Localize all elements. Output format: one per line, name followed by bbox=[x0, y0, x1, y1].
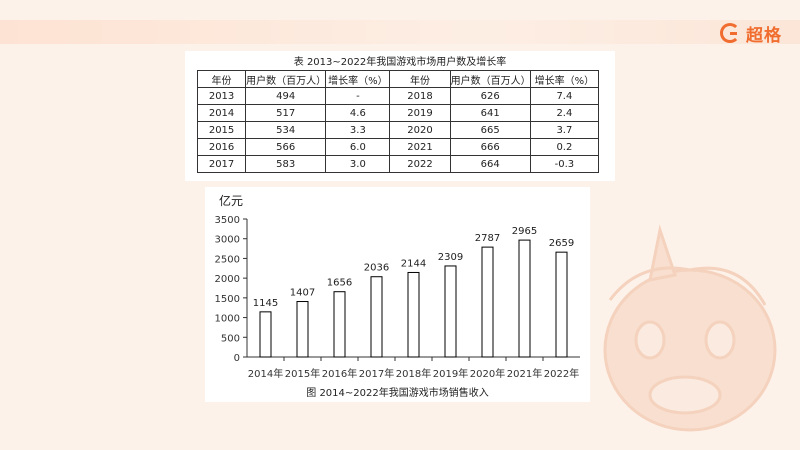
table-cell: 2019 bbox=[389, 104, 451, 122]
mascot-watermark-icon bbox=[603, 224, 777, 432]
table-row: 2017 583 3.0 2022 664 -0.3 bbox=[196, 155, 600, 173]
x-tick-label: 2019年 bbox=[433, 367, 468, 380]
table-cell: 583 bbox=[245, 155, 327, 173]
bar bbox=[555, 251, 568, 358]
data-label: 1145 bbox=[253, 298, 278, 309]
chart-title: 图 2014~2022年我国游戏市场销售收入 bbox=[306, 386, 488, 399]
y-tick-label: 500 bbox=[221, 333, 240, 344]
bar bbox=[481, 246, 494, 358]
x-tick-label: 2016年 bbox=[322, 367, 357, 380]
table-cell: 2014 bbox=[196, 104, 247, 122]
data-label: 1407 bbox=[290, 288, 315, 299]
y-tick-label: 1000 bbox=[215, 314, 240, 325]
table-cell: 641 bbox=[449, 104, 531, 122]
x-tick-label: 2021年 bbox=[507, 367, 542, 380]
data-label: 1656 bbox=[327, 278, 352, 289]
table-cell: 7.4 bbox=[529, 87, 600, 105]
y-tick-label: 2000 bbox=[215, 274, 240, 285]
table-cell: 664 bbox=[449, 155, 531, 173]
bar bbox=[333, 291, 346, 358]
header-band bbox=[0, 20, 800, 44]
table-cell: 517 bbox=[245, 104, 327, 122]
table-cell: 666 bbox=[449, 138, 531, 156]
table-cell: 2018 bbox=[389, 87, 451, 105]
table-cell: 494 bbox=[245, 87, 327, 105]
table-cell: 626 bbox=[449, 87, 531, 105]
x-tick-label: 2014年 bbox=[248, 367, 283, 380]
data-label: 2787 bbox=[475, 233, 500, 244]
table-cell: 566 bbox=[245, 138, 327, 156]
y-tick-label: 3500 bbox=[215, 215, 240, 226]
table-cell: 2020 bbox=[389, 121, 451, 139]
y-axis-label: 亿元 bbox=[219, 193, 243, 208]
brand-name: 超格 bbox=[746, 25, 782, 46]
table-cell: 2013 bbox=[196, 87, 247, 105]
data-label: 2965 bbox=[512, 226, 537, 237]
header-cell: 用户数（百万人） bbox=[245, 70, 327, 88]
bar bbox=[296, 301, 309, 358]
header-cell: 增长率（%） bbox=[529, 70, 600, 88]
header-cell: 增长率（%） bbox=[325, 70, 391, 88]
revenue-chart-card: 亿元 0 500 1000 1500 2000 2500 3000 3500 1145 2014年 1… bbox=[205, 187, 590, 402]
revenue-bar-chart: 亿元 0 500 1000 1500 2000 2500 3000 3500 1145 2014年 1… bbox=[215, 193, 580, 399]
table-cell: 3.7 bbox=[529, 121, 600, 139]
table-row: 2013 494 - 2018 626 7.4 bbox=[196, 87, 600, 105]
data-label: 2659 bbox=[549, 238, 574, 249]
table-cell: 4.6 bbox=[325, 104, 391, 122]
header-cell: 年份 bbox=[389, 70, 451, 88]
user-growth-table: 年份 用户数（百万人） 增长率（%） 年份 用户数（百万人） 增长率（%） 20… bbox=[196, 70, 600, 173]
table-cell: 2017 bbox=[196, 155, 247, 173]
table-cell: 6.0 bbox=[325, 138, 391, 156]
table-cell: 2015 bbox=[196, 121, 247, 139]
table-cell: 2022 bbox=[389, 155, 451, 173]
user-table-card: 表 2013~2022年我国游戏市场用户数及增长率 年份 用户数（百万人） 增长… bbox=[185, 51, 615, 181]
table-cell: -0.3 bbox=[529, 155, 600, 173]
data-label: 2309 bbox=[438, 252, 463, 263]
table-header-row: 年份 用户数（百万人） 增长率（%） 年份 用户数（百万人） 增长率（%） bbox=[196, 70, 600, 88]
y-tick-label: 1500 bbox=[215, 294, 240, 305]
x-tick-label: 2017年 bbox=[359, 367, 394, 380]
table-cell: 3.3 bbox=[325, 121, 391, 139]
table-cell: 2016 bbox=[196, 138, 247, 156]
table-row: 2015 534 3.3 2020 665 3.7 bbox=[196, 121, 600, 139]
bar bbox=[259, 311, 272, 358]
y-tick-label: 0 bbox=[234, 353, 240, 364]
table-cell: 3.0 bbox=[325, 155, 391, 173]
table-cell: 2.4 bbox=[529, 104, 600, 122]
x-tick-label: 2020年 bbox=[470, 367, 505, 380]
bar bbox=[444, 265, 457, 358]
bar bbox=[407, 271, 420, 358]
table-row: 2014 517 4.6 2019 641 2.4 bbox=[196, 104, 600, 122]
bar bbox=[370, 276, 383, 358]
data-label: 2036 bbox=[364, 263, 389, 274]
x-tick-label: 2022年 bbox=[544, 367, 579, 380]
table-row: 2016 566 6.0 2021 666 0.2 bbox=[196, 138, 600, 156]
y-tick-label: 2500 bbox=[215, 254, 240, 265]
y-tick-label: 3000 bbox=[215, 235, 240, 246]
table-cell: 0.2 bbox=[529, 138, 600, 156]
header-cell: 年份 bbox=[196, 70, 247, 88]
table-cell: - bbox=[325, 87, 391, 105]
x-tick-label: 2018年 bbox=[396, 367, 431, 380]
bar bbox=[518, 239, 531, 358]
brand-logo: 超格 bbox=[720, 20, 782, 46]
table-title: 表 2013~2022年我国游戏市场用户数及增长率 bbox=[293, 57, 507, 68]
data-label: 2144 bbox=[401, 258, 426, 269]
table-cell: 665 bbox=[449, 121, 531, 139]
logo-icon bbox=[720, 23, 740, 43]
table-cell: 534 bbox=[245, 121, 327, 139]
table-cell: 2021 bbox=[389, 138, 451, 156]
x-tick-label: 2015年 bbox=[285, 367, 320, 380]
header-cell: 用户数（百万人） bbox=[449, 70, 531, 88]
